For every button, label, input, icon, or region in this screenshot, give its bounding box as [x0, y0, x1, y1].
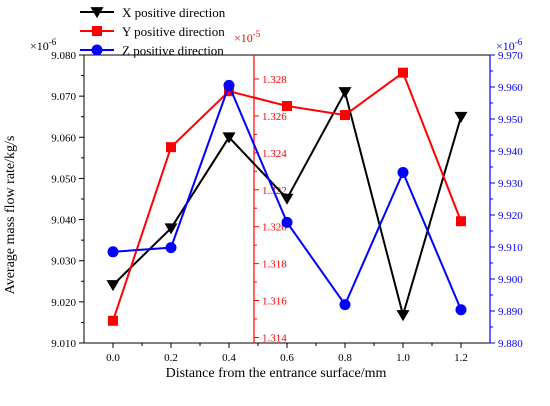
legend: X positive direction Y positive direction… — [80, 5, 226, 58]
series-layer — [106, 67, 468, 326]
right-y-tick-label: 9.970 — [498, 50, 523, 62]
right-y-tick-label: 9.920 — [498, 210, 523, 222]
x-tick-label: 0.0 — [106, 352, 120, 364]
left-y-tick-label: 9.060 — [51, 132, 76, 144]
x-tick-label: 0.8 — [338, 352, 352, 364]
right-y-tick-label: 9.930 — [498, 178, 523, 190]
series-3-point — [165, 242, 177, 254]
left-y-tick-label: 9.030 — [51, 256, 76, 268]
x-tick-label: 1.2 — [454, 352, 468, 364]
middle-y-tick-label: 1.318 — [262, 259, 287, 271]
legend-marker — [92, 26, 102, 36]
axes-layer: 0.0 0.2 0.4 0.6 0.8 1.0 1.2 9.010 9.020 9.030 9.04… — [30, 29, 523, 364]
middle-y-tick-label: 1.324 — [262, 148, 287, 160]
middle-y-tick-label: 1.316 — [262, 296, 287, 308]
x-axis-title: Distance from the entrance surface/mm — [166, 366, 387, 381]
left-axis-exponent: ×10-6 — [30, 37, 57, 53]
series-2-point — [340, 110, 350, 121]
x-tick-label: 0.6 — [280, 352, 294, 364]
left-y-tick-label: 9.020 — [51, 297, 76, 309]
series-2-point — [224, 86, 234, 97]
x-tick-label: 0.2 — [164, 352, 178, 364]
series-3-point — [455, 304, 467, 316]
right-y-tick-label: 9.940 — [498, 146, 523, 158]
y-axis-title: Average mass flow rate/kg/s — [3, 136, 18, 295]
right-axis-exponent: ×10-6 — [496, 37, 523, 53]
series-1-point — [338, 87, 352, 99]
middle-y-tick-label: 1.314 — [262, 332, 287, 344]
right-y-tick-label: 9.960 — [498, 82, 523, 94]
series-3-point — [107, 246, 119, 258]
legend-label: X positive direction — [122, 5, 226, 20]
series-2-point — [282, 101, 292, 112]
series-3-point — [281, 216, 293, 228]
legend-marker — [90, 7, 104, 19]
right-y-tick-label: 9.950 — [498, 114, 523, 126]
legend-marker — [91, 44, 103, 56]
series-1-point — [222, 132, 236, 144]
x-tick-label: 0.4 — [222, 352, 236, 364]
series-1-point — [280, 193, 294, 205]
legend-label: Y positive direction — [122, 24, 225, 39]
left-y-tick-label: 9.050 — [51, 173, 76, 185]
right-y-tick-label: 9.890 — [498, 306, 523, 318]
series-2-point — [398, 67, 408, 78]
right-y-tick-label: 9.900 — [498, 274, 523, 286]
series-2-point — [456, 216, 466, 227]
series-3-point — [397, 166, 409, 178]
right-y-tick-label: 9.910 — [498, 242, 523, 254]
series-3-point — [223, 79, 235, 91]
left-y-tick-label: 9.040 — [51, 215, 76, 227]
x-tick-label: 1.0 — [396, 352, 410, 364]
middle-y-tick-label: 1.320 — [262, 222, 287, 234]
series-1-point — [106, 280, 120, 292]
series-3-point — [339, 299, 351, 311]
middle-y-tick-label: 1.328 — [262, 74, 287, 86]
left-y-tick-label: 9.080 — [51, 50, 76, 62]
legend-label: Z positive direction — [122, 43, 224, 58]
series-1-point — [396, 310, 410, 322]
middle-y-tick-label: 1.326 — [262, 111, 287, 123]
series-1-point — [454, 111, 468, 123]
left-y-tick-label: 9.010 — [51, 338, 76, 350]
series-2-point — [166, 142, 176, 153]
left-y-tick-label: 9.070 — [51, 91, 76, 103]
series-1-point — [164, 223, 178, 235]
right-y-tick-label: 9.880 — [498, 338, 523, 350]
middle-axis-exponent: ×10-5 — [234, 29, 261, 45]
series-2-point — [108, 315, 118, 326]
